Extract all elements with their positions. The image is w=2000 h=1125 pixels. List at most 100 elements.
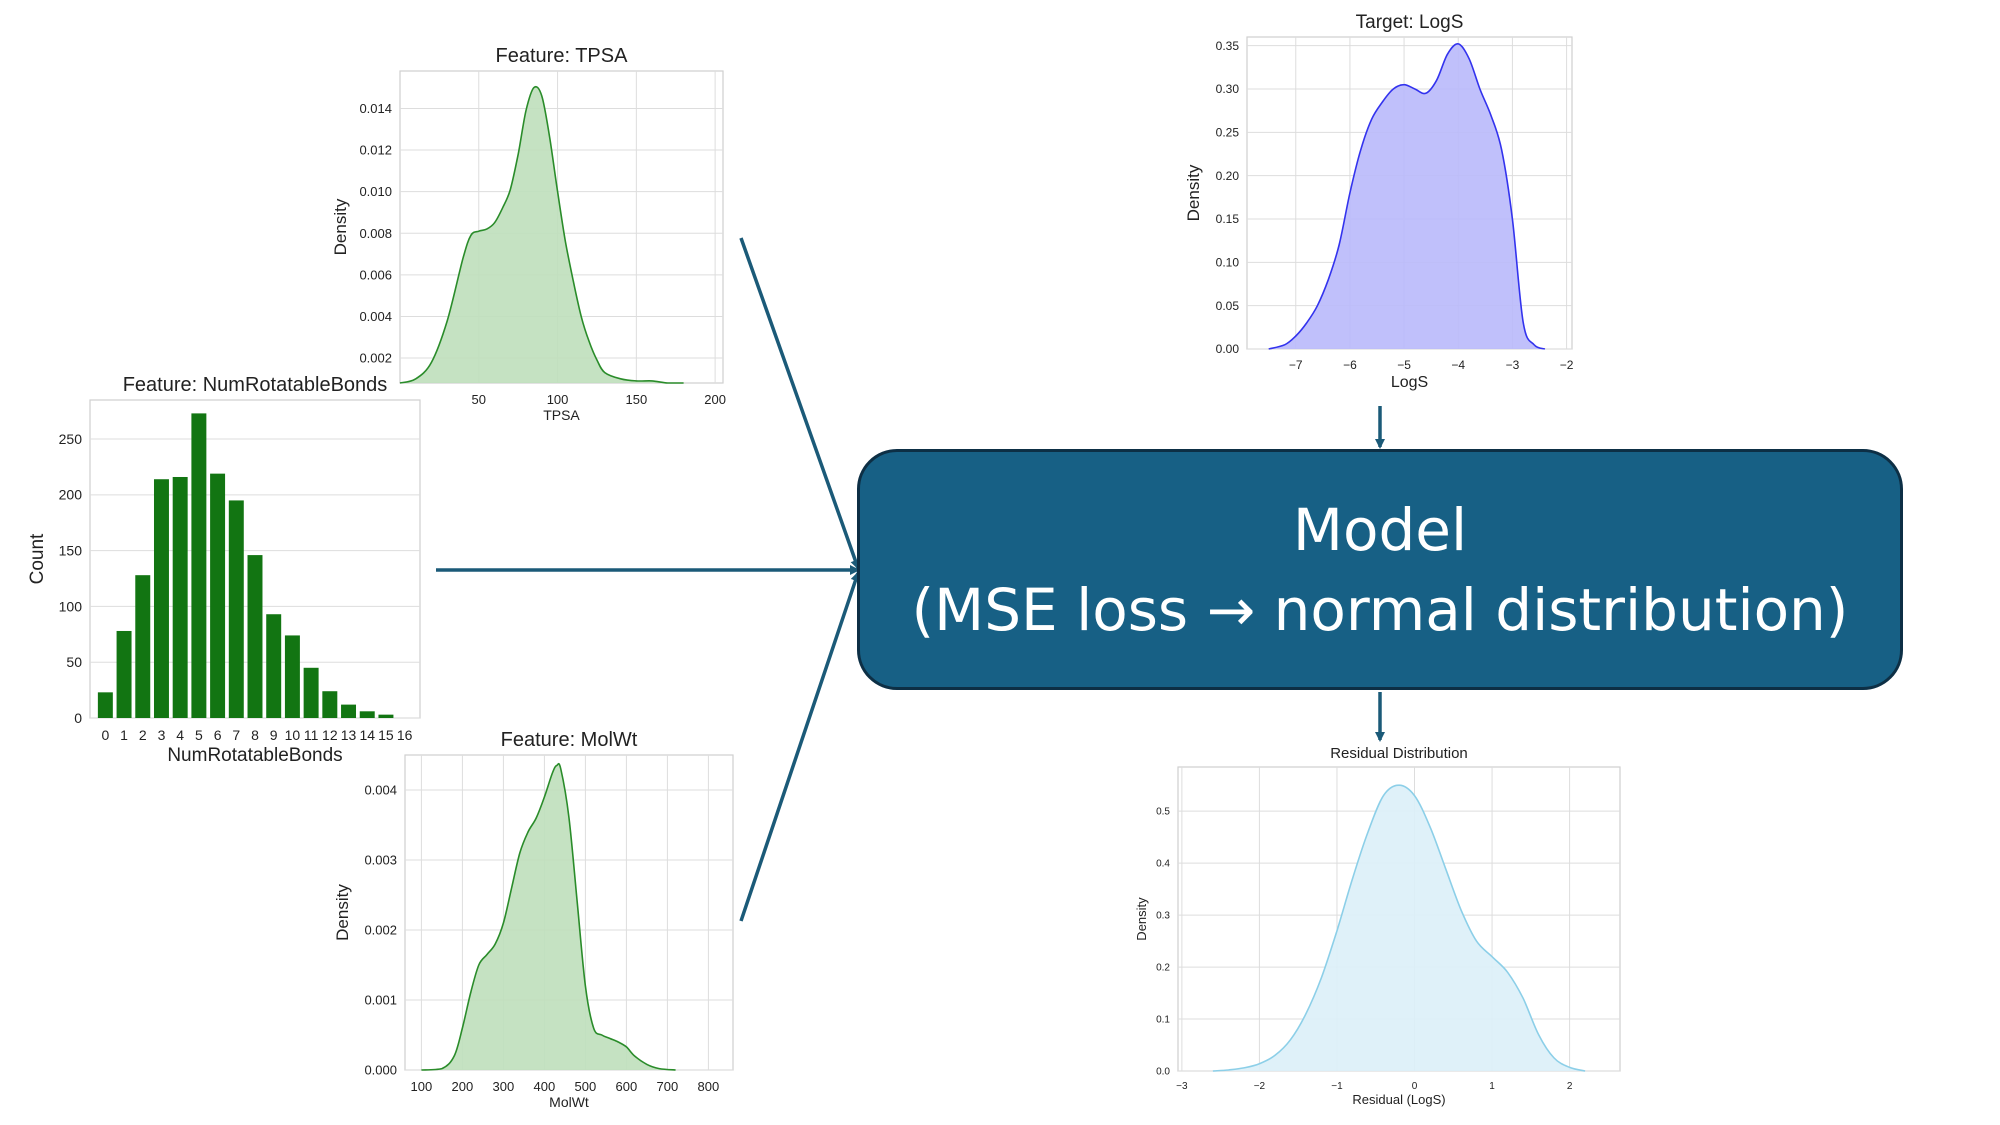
x-tick-label: 13	[341, 727, 357, 743]
x-tick-label: 0	[101, 727, 109, 743]
x-tick-label: 300	[493, 1079, 515, 1094]
x-tick-label: 500	[575, 1079, 597, 1094]
y-tick-label: 0.004	[359, 309, 392, 324]
x-tick-label: 12	[322, 727, 338, 743]
y-tick-label: 0.2	[1156, 963, 1170, 974]
y-tick-label: 250	[59, 431, 83, 447]
arrow-molwt-to-model	[739, 571, 861, 922]
x-tick-label: −5	[1397, 358, 1411, 372]
bar	[284, 635, 300, 718]
x-tick-label: 600	[616, 1079, 638, 1094]
x-axis-label: TPSA	[543, 407, 580, 423]
density-line	[1212, 784, 1586, 1072]
chart-logs: Target: LogS LogS Density 0.00 0.05 0.10 0.15 0…	[1184, 12, 1574, 391]
bar	[97, 692, 113, 718]
bar	[210, 473, 226, 718]
x-tick-label: 9	[270, 727, 278, 743]
x-tick-label: −7	[1289, 358, 1303, 372]
y-tick-label: 0.004	[364, 783, 397, 798]
y-axis-label: Density	[1184, 164, 1203, 221]
model-box: Model (MSE loss → normal distribution)	[857, 449, 1903, 690]
model-subtitle: (MSE loss → normal distribution)	[911, 575, 1849, 644]
y-axis-label: Count	[27, 533, 48, 584]
bar	[172, 476, 188, 718]
y-tick-label: 50	[66, 654, 82, 670]
x-tick-label: 16	[397, 727, 413, 743]
y-tick-label: 0.35	[1216, 39, 1240, 53]
density-area	[1212, 785, 1586, 1071]
bar	[378, 714, 394, 718]
y-tick-label: 0.25	[1216, 126, 1240, 140]
y-tick-label: 0.00	[1216, 342, 1240, 356]
density-line	[421, 762, 676, 1071]
y-tick-label: 0.15	[1216, 212, 1240, 226]
bar	[266, 614, 282, 718]
y-tick-label: 0.010	[359, 184, 392, 199]
x-tick-label: 2	[1567, 1081, 1573, 1092]
chart-title: Feature: TPSA	[496, 45, 629, 67]
x-tick-label: 0	[1412, 1081, 1418, 1092]
y-tick-label: 150	[59, 543, 83, 559]
chart-title: Feature: MolWt	[501, 729, 638, 751]
chart-title: Target: LogS	[1356, 12, 1464, 33]
bar	[153, 479, 169, 718]
x-tick-label: 800	[698, 1079, 720, 1094]
chart-rotatable: Feature: NumRotatableBonds NumRotatableBo…	[27, 374, 421, 766]
y-tick-label: 200	[59, 487, 83, 503]
y-tick-label: 0.008	[359, 226, 392, 241]
y-tick-label: 0.003	[364, 853, 397, 868]
x-tick-label: 2	[139, 727, 147, 743]
y-tick-label: 0.5	[1156, 807, 1170, 818]
density-area	[400, 86, 684, 383]
bar	[359, 711, 375, 718]
x-tick-label: 11	[304, 727, 319, 743]
bar	[116, 630, 132, 718]
y-tick-label: 0.05	[1216, 299, 1240, 313]
y-axis-label: Density	[1134, 897, 1149, 941]
x-tick-label: 400	[534, 1079, 556, 1094]
x-tick-label: 1	[120, 727, 128, 743]
y-tick-label: 0.0	[1156, 1067, 1170, 1078]
x-tick-label: −4	[1451, 358, 1465, 372]
x-tick-label: 1	[1489, 1081, 1495, 1092]
bar	[191, 413, 207, 718]
x-tick-label: 50	[472, 392, 486, 407]
y-tick-label: 0.006	[359, 267, 392, 282]
y-tick-label: 100	[59, 598, 83, 614]
density-area	[421, 763, 676, 1070]
x-tick-label: 7	[232, 727, 240, 743]
x-tick-label: 14	[359, 727, 375, 743]
bar	[303, 667, 319, 718]
arrows	[436, 237, 1385, 922]
density-line	[1268, 43, 1546, 350]
x-tick-label: 6	[214, 727, 222, 743]
chart-molwt: Feature: MolWt MolWt Density 0.000 0.001 0.00…	[333, 729, 734, 1110]
x-axis-label: Residual (LogS)	[1352, 1092, 1445, 1107]
x-tick-label: −2	[1254, 1081, 1266, 1092]
x-tick-label: 200	[452, 1079, 474, 1094]
chart-residual: Residual Distribution Residual (LogS) Dens…	[1134, 745, 1621, 1107]
y-tick-label: 0.014	[359, 101, 392, 116]
x-axis-label: LogS	[1391, 374, 1428, 391]
x-tick-label: 100	[547, 392, 569, 407]
y-tick-label: 0.4	[1156, 859, 1170, 870]
x-axis-label: MolWt	[549, 1094, 589, 1110]
x-axis-label: NumRotatableBonds	[167, 745, 342, 766]
bar	[341, 704, 357, 718]
y-tick-label: 0.001	[364, 993, 397, 1008]
x-tick-label: 150	[625, 392, 647, 407]
x-tick-label: −3	[1506, 358, 1520, 372]
x-tick-label: −6	[1343, 358, 1357, 372]
x-tick-label: 100	[411, 1079, 433, 1094]
arrow-tpsa-to-model	[739, 237, 861, 570]
y-tick-label: 0.002	[359, 351, 392, 366]
x-tick-label: 8	[251, 727, 259, 743]
bar	[322, 691, 338, 718]
x-tick-label: −2	[1560, 358, 1574, 372]
density-area	[1268, 43, 1545, 350]
x-tick-label: 5	[195, 727, 203, 743]
y-axis-label: Density	[333, 884, 352, 941]
x-tick-label: −1	[1331, 1081, 1343, 1092]
bar	[228, 500, 244, 718]
